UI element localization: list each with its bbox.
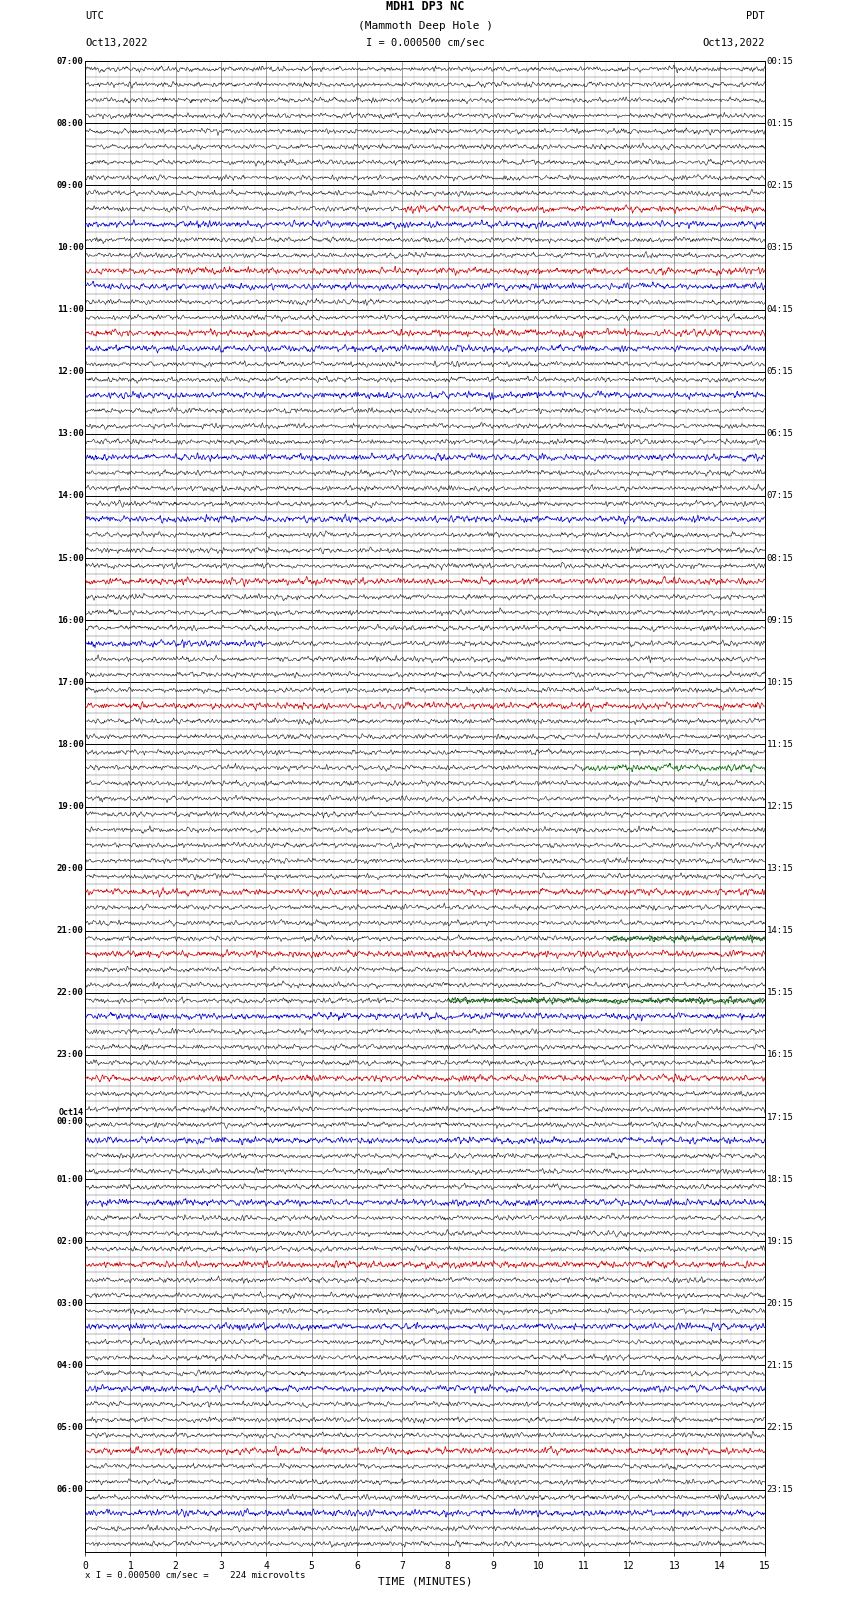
Text: Oct13,2022: Oct13,2022 [702,37,765,48]
Text: 17:15: 17:15 [767,1113,793,1121]
Text: UTC: UTC [85,11,104,21]
Text: 23:00: 23:00 [57,1050,83,1060]
Text: 00:15: 00:15 [767,56,793,66]
Text: 07:00: 07:00 [57,56,83,66]
Text: 09:00: 09:00 [57,181,83,190]
Text: 11:00: 11:00 [57,305,83,315]
Text: 13:15: 13:15 [767,865,793,873]
Text: 15:00: 15:00 [57,553,83,563]
Text: x I = 0.000500 cm/sec =    224 microvolts: x I = 0.000500 cm/sec = 224 microvolts [85,1569,305,1579]
Text: 21:00: 21:00 [57,926,83,936]
Text: 02:00: 02:00 [57,1237,83,1245]
Text: 01:15: 01:15 [767,119,793,127]
Text: Oct13,2022: Oct13,2022 [85,37,148,48]
Text: 04:00: 04:00 [57,1361,83,1369]
Text: I = 0.000500 cm/sec: I = 0.000500 cm/sec [366,37,484,48]
Text: 19:15: 19:15 [767,1237,793,1245]
Text: 15:15: 15:15 [767,989,793,997]
X-axis label: TIME (MINUTES): TIME (MINUTES) [377,1576,473,1586]
Text: 05:15: 05:15 [767,368,793,376]
Text: 16:00: 16:00 [57,616,83,624]
Text: 02:15: 02:15 [767,181,793,190]
Text: Oct14: Oct14 [59,1108,83,1118]
Text: 18:15: 18:15 [767,1174,793,1184]
Text: 04:15: 04:15 [767,305,793,315]
Text: 21:15: 21:15 [767,1361,793,1369]
Text: 08:15: 08:15 [767,553,793,563]
Text: 06:15: 06:15 [767,429,793,439]
Text: PDT: PDT [746,11,765,21]
Text: 05:00: 05:00 [57,1423,83,1432]
Text: (Mammoth Deep Hole ): (Mammoth Deep Hole ) [358,21,492,31]
Text: 09:15: 09:15 [767,616,793,624]
Text: 20:15: 20:15 [767,1298,793,1308]
Text: 23:15: 23:15 [767,1486,793,1494]
Text: 22:15: 22:15 [767,1423,793,1432]
Text: 11:15: 11:15 [767,740,793,748]
Text: 19:00: 19:00 [57,802,83,811]
Text: 16:15: 16:15 [767,1050,793,1060]
Text: 22:00: 22:00 [57,989,83,997]
Text: 12:00: 12:00 [57,368,83,376]
Text: 14:00: 14:00 [57,492,83,500]
Text: 14:15: 14:15 [767,926,793,936]
Text: 06:00: 06:00 [57,1486,83,1494]
Text: 18:00: 18:00 [57,740,83,748]
Text: 07:15: 07:15 [767,492,793,500]
Text: 08:00: 08:00 [57,119,83,127]
Text: 03:00: 03:00 [57,1298,83,1308]
Text: 12:15: 12:15 [767,802,793,811]
Text: 03:15: 03:15 [767,244,793,252]
Text: 10:15: 10:15 [767,677,793,687]
Text: 01:00: 01:00 [57,1174,83,1184]
Text: MDH1 DP3 NC: MDH1 DP3 NC [386,0,464,13]
Text: 20:00: 20:00 [57,865,83,873]
Text: 00:00: 00:00 [57,1118,83,1126]
Text: 13:00: 13:00 [57,429,83,439]
Text: 10:00: 10:00 [57,244,83,252]
Text: 17:00: 17:00 [57,677,83,687]
